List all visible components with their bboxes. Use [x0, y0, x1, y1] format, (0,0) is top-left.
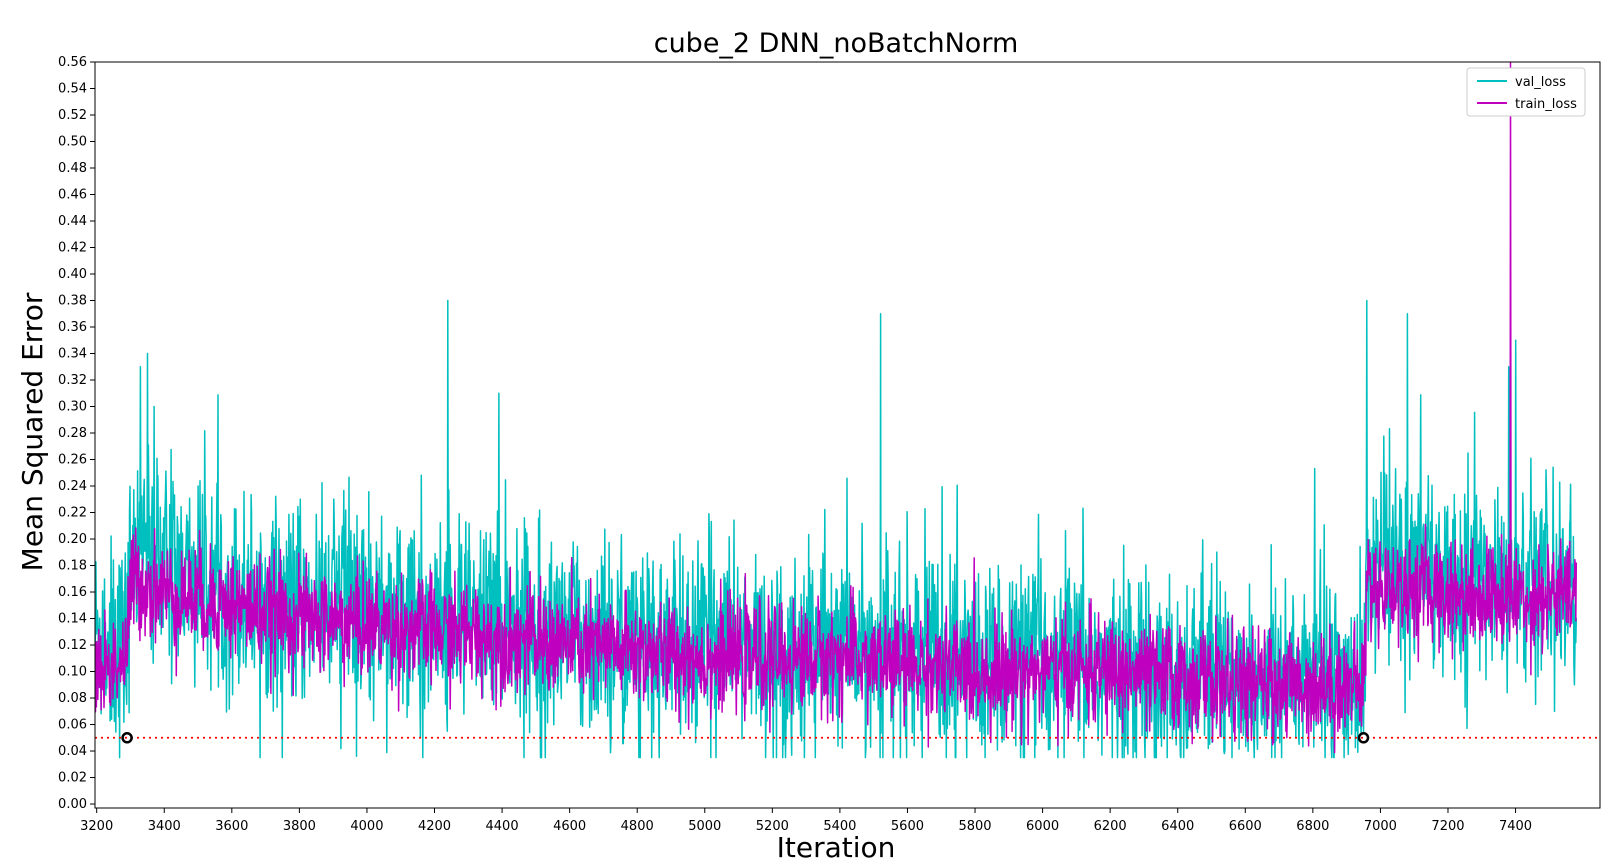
y-tick-label: 0.42 [58, 241, 87, 256]
x-tick-label: 7200 [1431, 819, 1464, 834]
y-tick-label: 0.34 [58, 347, 87, 362]
y-tick-label: 0.28 [58, 426, 87, 441]
x-tick-label: 4800 [621, 819, 654, 834]
x-tick-label: 5200 [756, 819, 789, 834]
y-tick-label: 0.50 [58, 135, 87, 150]
y-tick-label: 0.36 [58, 320, 87, 335]
x-tick-label: 5400 [823, 819, 856, 834]
y-axis: 0.00 0.02 0.04 0.06 0.08 0.10 0.12 0.14 0.16 0.18… [58, 55, 95, 812]
y-tick-label: 0.38 [58, 294, 87, 309]
x-tick-label: 4200 [418, 819, 451, 834]
x-tick-label: 3600 [215, 819, 248, 834]
x-tick-label: 4000 [350, 819, 383, 834]
series-line-train-loss [95, 62, 1578, 754]
plot-area [95, 62, 1600, 759]
x-tick-label: 4600 [553, 819, 586, 834]
x-tick-label: 3400 [148, 819, 181, 834]
x-tick-label: 3200 [80, 819, 113, 834]
y-tick-label: 0.20 [58, 532, 87, 547]
y-tick-label: 0.44 [58, 214, 87, 229]
y-tick-label: 0.00 [58, 797, 87, 812]
y-tick-label: 0.04 [58, 744, 87, 759]
legend-label-val-loss: val_loss [1515, 75, 1566, 90]
y-tick-label: 0.06 [58, 718, 87, 733]
min-marker [121, 732, 133, 744]
x-tick-label: 3800 [283, 819, 316, 834]
x-tick-label: 4400 [486, 819, 519, 834]
x-tick-label: 6200 [1094, 819, 1127, 834]
y-tick-label: 0.48 [58, 161, 87, 176]
x-tick-label: 5800 [958, 819, 991, 834]
x-axis: 3200 3400 3600 3800 4000 4200 4400 4600 4800 5000… [80, 808, 1532, 834]
x-tick-label: 6000 [1026, 819, 1059, 834]
plot-frame [94, 61, 1601, 809]
x-tick-label: 7000 [1364, 819, 1397, 834]
x-tick-label: 5600 [891, 819, 924, 834]
y-tick-label: 0.52 [58, 108, 87, 123]
chart-title: cube_2 DNN_noBatchNorm [654, 28, 1019, 59]
y-tick-label: 0.56 [58, 55, 87, 70]
y-tick-label: 0.40 [58, 267, 87, 282]
x-tick-label: 7400 [1499, 819, 1532, 834]
legend-label-train-loss: train_loss [1515, 97, 1577, 112]
y-tick-label: 0.12 [58, 638, 87, 653]
y-tick-label: 0.16 [58, 585, 87, 600]
y-tick-label: 0.54 [58, 82, 87, 97]
series-layer [95, 62, 1578, 759]
y-tick-label: 0.14 [58, 612, 87, 627]
y-tick-label: 0.46 [58, 188, 87, 203]
y-tick-label: 0.24 [58, 479, 87, 494]
y-tick-label: 0.08 [58, 691, 87, 706]
x-tick-label: 6800 [1296, 819, 1329, 834]
x-tick-label: 6400 [1161, 819, 1194, 834]
y-tick-label: 0.30 [58, 400, 87, 415]
x-tick-label: 5000 [688, 819, 721, 834]
x-axis-title: Iteration [777, 831, 896, 864]
y-tick-label: 0.22 [58, 506, 87, 521]
y-tick-label: 0.32 [58, 373, 87, 388]
legend: val_loss train_loss [1466, 67, 1586, 117]
y-tick-label: 0.26 [58, 453, 87, 468]
y-axis-title: Mean Squared Error [16, 292, 49, 571]
y-tick-label: 0.10 [58, 665, 87, 680]
y-tick-label: 0.18 [58, 559, 87, 574]
x-tick-label: 6600 [1229, 819, 1262, 834]
min-marker [1357, 732, 1370, 744]
y-tick-label: 0.02 [58, 771, 87, 786]
marker-layer [121, 732, 1370, 744]
